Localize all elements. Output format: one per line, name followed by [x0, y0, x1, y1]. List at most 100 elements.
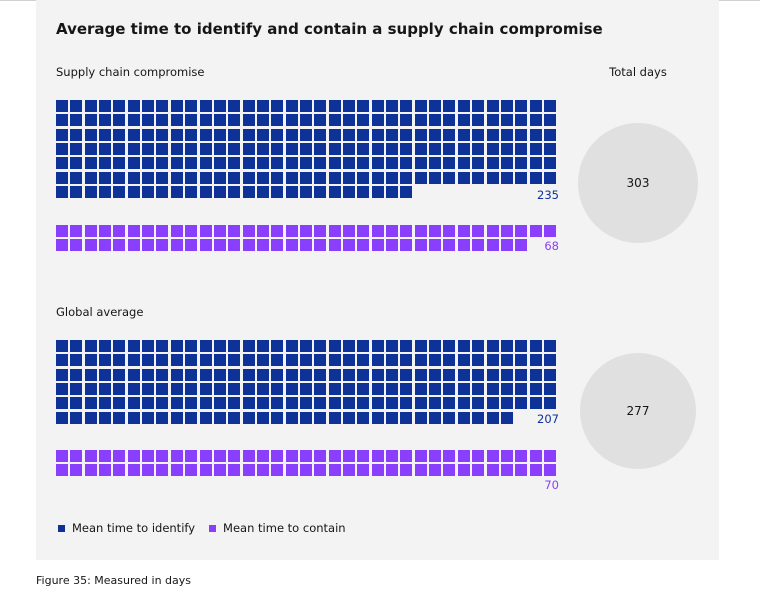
identify-day-square [84, 368, 97, 381]
identify-day-square [357, 128, 370, 141]
identify-day-square [113, 354, 126, 367]
identify-day-square [414, 157, 427, 170]
contain-day-square [472, 450, 485, 462]
identify-day-square [99, 157, 112, 170]
identify-day-square [443, 171, 456, 184]
contain-value-global-average: 70 [544, 478, 559, 492]
identify-day-square [199, 114, 212, 127]
identify-day-square [199, 157, 212, 170]
contain-day-square [515, 464, 528, 477]
identify-day-square [314, 354, 327, 367]
contain-day-square [256, 450, 269, 462]
identify-day-square [127, 128, 140, 141]
legend-label-identify: Mean time to identify [72, 521, 196, 535]
identify-day-square [84, 340, 97, 352]
identify-day-square [414, 354, 427, 367]
identify-day-square [414, 143, 427, 156]
identify-day-square [314, 157, 327, 170]
contain-day-square [414, 464, 427, 477]
identify-day-square [256, 411, 269, 424]
contain-day-square [343, 225, 355, 237]
identify-day-square [84, 114, 97, 127]
identify-day-square [228, 157, 241, 170]
identify-day-square [386, 383, 399, 396]
identify-day-square [371, 411, 384, 424]
contain-day-square [142, 239, 155, 252]
contain-day-square [357, 239, 370, 252]
identify-day-square [486, 397, 499, 410]
contain-day-square [271, 450, 284, 462]
identify-day-square [228, 114, 241, 127]
contain-day-square [500, 239, 513, 252]
identify-day-square [443, 157, 456, 170]
contain-day-square [515, 450, 528, 462]
identify-day-square [386, 114, 399, 127]
identify-day-square [371, 383, 384, 396]
identify-day-square [256, 143, 269, 156]
identify-day-square [242, 411, 255, 424]
identify-day-square [515, 114, 528, 127]
identify-day-square [99, 128, 112, 141]
identify-day-square [343, 114, 355, 127]
contain-day-square [371, 239, 384, 252]
identify-day-square [271, 186, 284, 199]
identify-day-square [500, 143, 513, 156]
contain-day-square [84, 239, 97, 252]
identify-day-square [386, 368, 399, 381]
contain-day-square [127, 239, 140, 252]
contain-day-square [70, 464, 83, 477]
identify-day-square [515, 157, 528, 170]
identify-day-square [56, 354, 68, 367]
contain-day-square [70, 239, 83, 252]
identify-day-square [271, 128, 284, 141]
identify-day-square [213, 186, 226, 199]
identify-day-square [486, 411, 499, 424]
identify-day-square [299, 100, 312, 112]
identify-day-square [285, 411, 298, 424]
contain-day-square [515, 239, 528, 252]
identify-day-square [371, 114, 384, 127]
identify-day-square [543, 368, 556, 381]
contain-day-square [285, 225, 298, 237]
identify-day-square [84, 171, 97, 184]
identify-day-square [99, 383, 112, 396]
identify-day-square [256, 186, 269, 199]
identify-day-square [156, 186, 169, 199]
identify-day-square [343, 157, 355, 170]
identify-day-square [56, 171, 68, 184]
identify-day-square [185, 100, 198, 112]
identify-day-square [529, 340, 542, 352]
contain-day-square [242, 464, 255, 477]
total-circle-supply-chain: 303 [578, 123, 698, 243]
contain-day-square [328, 464, 341, 477]
identify-day-square [142, 100, 155, 112]
identify-day-square [185, 128, 198, 141]
identify-day-square [156, 100, 169, 112]
identify-day-square [472, 114, 485, 127]
contain-day-square [343, 464, 355, 477]
identify-day-square [199, 100, 212, 112]
identify-day-square [343, 368, 355, 381]
contain-day-square [529, 464, 542, 477]
identify-day-square [185, 186, 198, 199]
identify-day-square [285, 171, 298, 184]
contain-day-square [343, 239, 355, 252]
identify-day-square [271, 354, 284, 367]
identify-day-square [70, 157, 83, 170]
identify-day-square [314, 411, 327, 424]
identify-day-square [271, 171, 284, 184]
identify-day-square [457, 143, 470, 156]
contain-day-square [156, 464, 169, 477]
identify-day-square [285, 354, 298, 367]
identify-day-square [113, 100, 126, 112]
contain-day-square [529, 225, 542, 237]
contain-day-square [457, 225, 470, 237]
identify-day-square [185, 368, 198, 381]
identify-day-square [199, 397, 212, 410]
identify-day-square [343, 186, 355, 199]
identify-day-square [357, 397, 370, 410]
contain-day-square [472, 464, 485, 477]
identify-day-square [142, 340, 155, 352]
identify-day-square [443, 411, 456, 424]
identify-day-square [199, 171, 212, 184]
